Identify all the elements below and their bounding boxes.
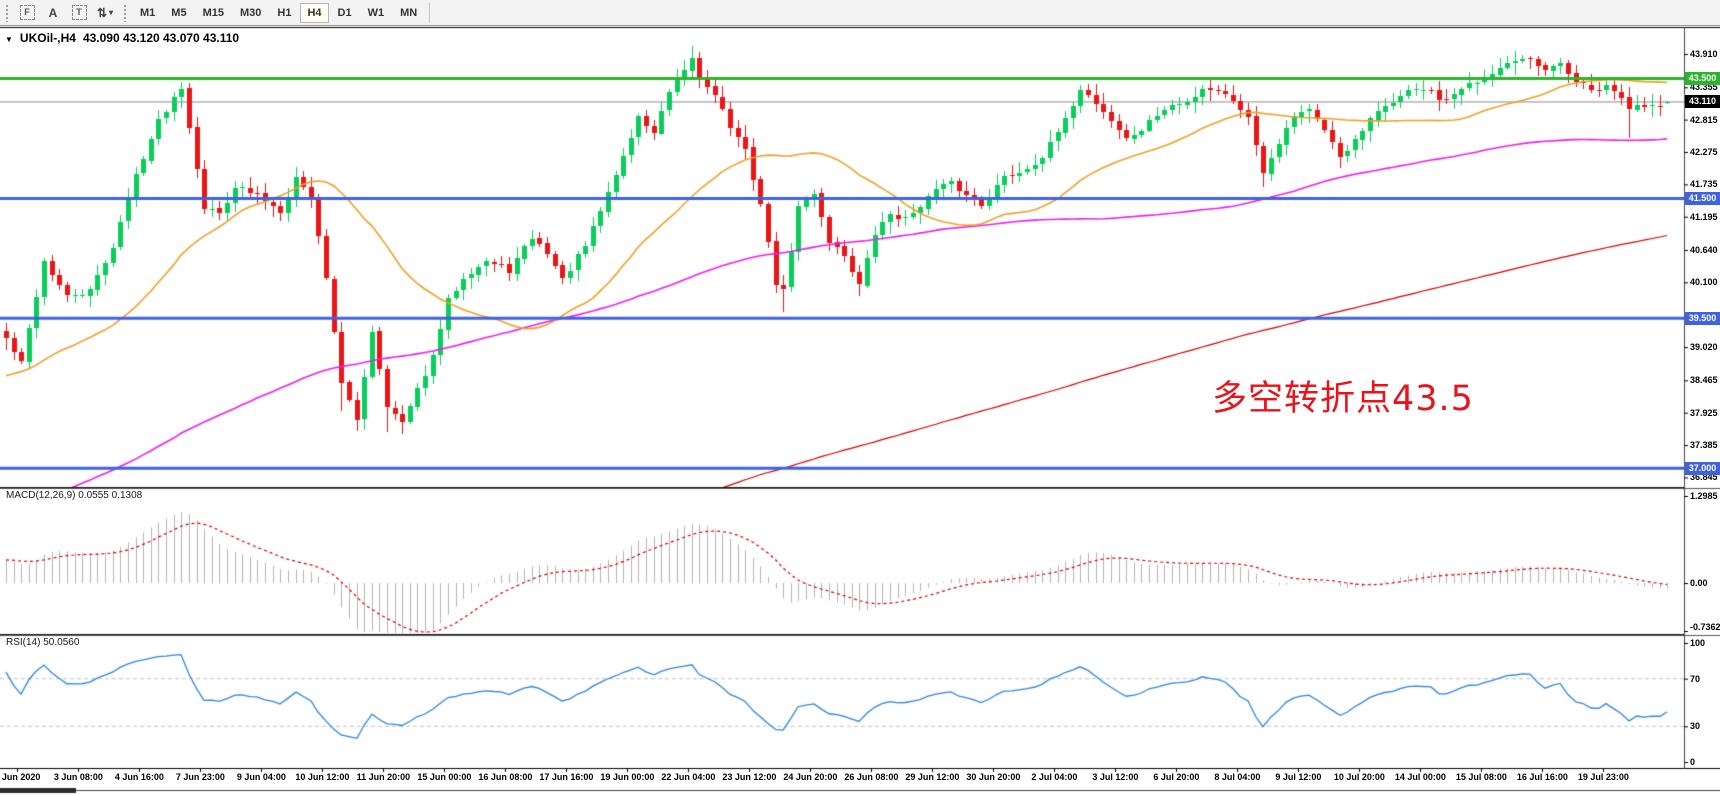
time-axis-label: 16 Jun 08:00 [478, 772, 533, 782]
price-tick-label: 37.385 [1690, 440, 1718, 451]
price-tick-label: 39.020 [1690, 342, 1718, 353]
time-axis-label: 6 Jul 20:00 [1153, 772, 1200, 782]
time-axis-label: 19 Jun 00:00 [600, 772, 655, 782]
price-tick-label: 43.910 [1690, 49, 1718, 59]
time-axis-label: 3 Jun 08:00 [53, 772, 103, 782]
time-axis-label: 9 Jun 04:00 [236, 772, 286, 782]
macd-tick-label: 1.2985 [1690, 491, 1718, 501]
time-axis-label: 9 Jul 12:00 [1275, 772, 1322, 782]
price-tick-label: 40.640 [1690, 244, 1718, 255]
macd-values: 0.0555 0.1308 [78, 490, 143, 501]
timeframe-button-m15[interactable]: M15 [202, 6, 224, 19]
hline-price-box[interactable]: 41.500 [1685, 191, 1720, 205]
price-tick-label: 37.925 [1690, 407, 1718, 418]
chart-text-annotation[interactable]: 多空转折点43.5 [1212, 379, 1474, 419]
text-box-icon[interactable]: T [67, 3, 91, 23]
time-axis-label: 7 Jun 23:00 [175, 772, 225, 782]
price-tick-label: 42.815 [1690, 114, 1718, 125]
rsi-tick-label: 100 [1690, 638, 1706, 648]
hline-price-box[interactable]: 37.000 [1685, 461, 1720, 475]
bid-price-box: 43.110 [1685, 95, 1720, 109]
symbol-dropdown-caret[interactable]: ▼ [5, 34, 13, 44]
arrange-arrows-icon[interactable]: ⇅ ▾ [93, 3, 117, 23]
text-label-icon[interactable]: A [41, 3, 65, 23]
time-axis-label: 4 Jun 16:00 [114, 772, 164, 782]
text-label-icon: A [48, 5, 58, 20]
time-axis-label: 26 Jun 08:00 [844, 772, 899, 782]
hline-price-box[interactable]: 39.500 [1685, 311, 1720, 325]
timeframe-button-m1[interactable]: M1 [140, 6, 156, 19]
toolbar-icon-group: F A T ⇅ ▾ [14, 0, 118, 26]
time-axis-label: 15 Jul 08:00 [1455, 772, 1507, 782]
time-axis-label: 3 Jul 12:00 [1092, 772, 1139, 782]
rsi-value: 50.0560 [43, 637, 80, 648]
macd-name: MACD(12,26,9) [6, 490, 76, 501]
macd-indicator-label: MACD(12,26,9) 0.0555 0.1308 [6, 490, 142, 501]
time-axis-label: 10 Jul 20:00 [1333, 772, 1385, 782]
time-axis-label: 8 Jul 04:00 [1214, 772, 1261, 782]
timeframe-button-h1[interactable]: H1 [277, 6, 292, 19]
macd-tick-label: -0.7362 [1690, 622, 1720, 632]
rsi-tick-label: 30 [1690, 721, 1701, 732]
timeframe-button-d1[interactable]: D1 [337, 6, 352, 19]
rsi-tick-label: 0 [1690, 757, 1696, 767]
macd-tick-label: 0.00 [1690, 578, 1708, 588]
rsi-indicator-label: RSI(14) 50.0560 [6, 637, 79, 648]
toolbar: F A T ⇅ ▾ M1 M5 M15 M30 H1 H4 D1 W1 MN [0, 0, 1720, 26]
hline-price-box[interactable]: 43.500 [1685, 72, 1720, 86]
toolbar-drag-grip[interactable] [5, 3, 9, 22]
price-tick-label: 40.100 [1690, 277, 1718, 288]
time-axis-label: 10 Jun 12:00 [295, 772, 350, 782]
timeframe-button-m30[interactable]: M30 [239, 6, 262, 19]
time-axis-label: 17 Jun 16:00 [539, 772, 594, 782]
timeframe-button-mn[interactable]: MN [400, 6, 418, 19]
pattern-f-icon[interactable]: F [15, 3, 39, 23]
time-axis-label: 2 Jun 2020 [0, 772, 41, 782]
toolbar-separator [429, 2, 431, 23]
time-axis-label: 14 Jul 00:00 [1394, 772, 1446, 782]
timeframe-toolbar-grip[interactable] [123, 3, 127, 22]
timeframe-button-w1[interactable]: W1 [367, 6, 385, 19]
rsi-name: RSI(14) [6, 637, 41, 648]
price-tick-label: 43.355 [1690, 82, 1718, 93]
time-axis-label: 2 Jul 04:00 [1031, 772, 1078, 782]
price-tick-label: 41.195 [1690, 211, 1718, 222]
timeframe-button-m5[interactable]: M5 [171, 6, 187, 19]
text-box-icon: T [71, 5, 87, 20]
time-axis-label: 24 Jun 20:00 [783, 772, 838, 782]
chart-ohlc-values: 43.090 43.120 43.070 43.110 [82, 31, 240, 45]
chart-title: ▼ UKOil-,H4 43.090 43.120 43.070 43.110 [5, 31, 239, 45]
pattern-f-icon: F [19, 5, 35, 20]
timeframe-button-h4[interactable]: H4 [300, 2, 329, 23]
dropdown-caret-icon: ▾ [109, 8, 114, 17]
price-tick-label: 42.275 [1690, 146, 1718, 157]
time-axis-label: 16 Jul 16:00 [1516, 772, 1568, 782]
time-axis-label: 30 Jun 20:00 [966, 772, 1021, 782]
time-axis-label: 23 Jun 12:00 [722, 772, 777, 782]
price-tick-label: 38.465 [1690, 375, 1718, 386]
price-tick-label: 36.845 [1690, 472, 1718, 483]
rsi-tick-label: 70 [1690, 673, 1701, 684]
arrange-arrows-icon: ⇅ [96, 5, 108, 20]
chart-symbol-label: UKOil-,H4 [19, 31, 76, 45]
time-axis-label: 11 Jun 20:00 [356, 772, 411, 782]
time-axis-label: 15 Jun 00:00 [417, 772, 472, 782]
time-axis-label: 29 Jun 12:00 [905, 772, 960, 782]
time-axis-label: 22 Jun 04:00 [661, 772, 716, 782]
time-axis-label: 19 Jul 23:00 [1577, 772, 1629, 782]
timeframe-button-group: M1 M5 M15 M30 H1 H4 D1 W1 MN [132, 0, 425, 26]
price-tick-label: 41.735 [1690, 179, 1718, 190]
